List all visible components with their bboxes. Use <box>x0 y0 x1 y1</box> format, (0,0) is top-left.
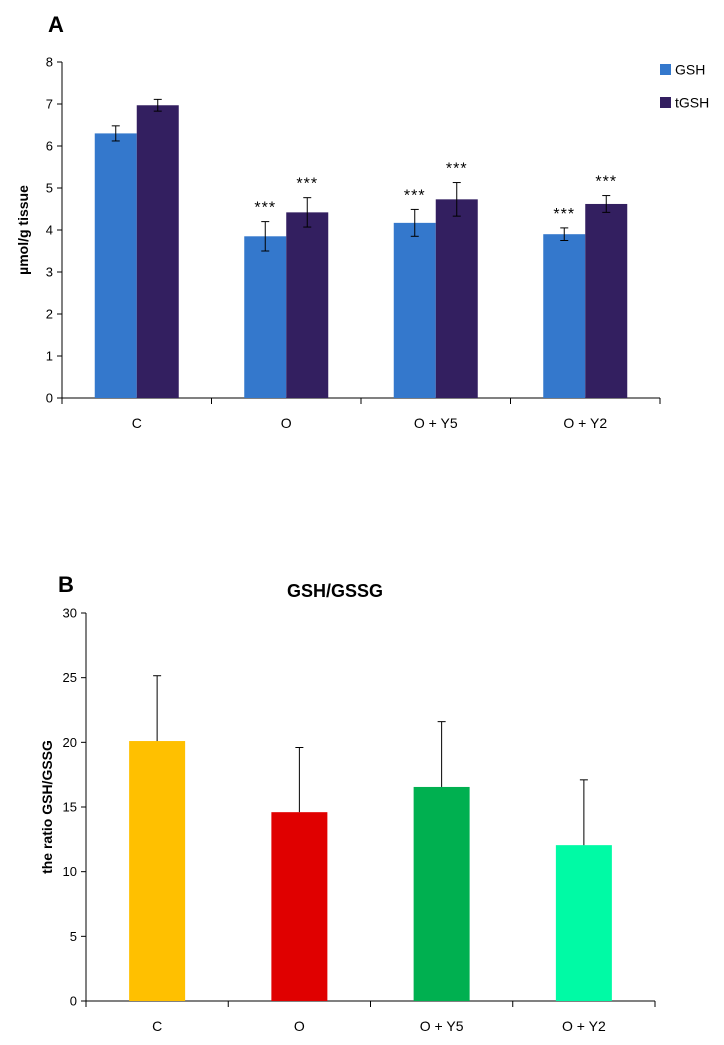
bar-o <box>271 812 328 1001</box>
error-bar-gsh-o <box>261 221 270 252</box>
error-bar-tgsh-o-y5 <box>452 182 461 217</box>
x-tick-label-o-y2: O + Y2 <box>563 415 607 431</box>
legend-swatch-tgsh <box>660 97 671 108</box>
significance-marker: *** <box>595 174 617 191</box>
y-tick-label: 30 <box>63 606 77 621</box>
bar-gsh-c <box>94 133 137 398</box>
y-tick-label: 1 <box>46 349 53 364</box>
error-bar-o-y2 <box>579 779 588 846</box>
y-tick-label: 5 <box>70 929 77 944</box>
x-tick-label-o: O <box>294 1018 305 1034</box>
y-tick-label: 2 <box>46 307 53 322</box>
y-tick-label: 0 <box>46 391 53 406</box>
error-bar-o <box>295 747 304 813</box>
y-tick-label: 20 <box>63 735 77 750</box>
significance-marker: *** <box>296 176 318 193</box>
legend-label-gsh: GSH <box>675 62 705 78</box>
y-tick-label: 5 <box>46 181 53 196</box>
y-axis-label: the ratio GSH/GSSG <box>39 740 55 874</box>
y-tick-label: 15 <box>63 800 77 815</box>
error-bar-tgsh-c <box>153 98 162 112</box>
y-axis-label: µmol/g tissue <box>15 185 31 275</box>
bar-tgsh-c <box>136 105 179 398</box>
x-tick-label-o-y5: O + Y5 <box>414 415 458 431</box>
y-tick-label: 8 <box>46 55 53 70</box>
x-tick-label-c: C <box>152 1018 162 1034</box>
bar-gsh-o-y2 <box>543 234 586 398</box>
error-bar-c <box>153 675 162 742</box>
significance-marker: *** <box>553 206 575 223</box>
bar-gsh-o <box>244 236 287 398</box>
bar-c <box>129 741 186 1001</box>
y-tick-label: 3 <box>46 265 53 280</box>
x-tick-label-o-y2: O + Y2 <box>562 1018 606 1034</box>
significance-marker: *** <box>254 200 276 217</box>
legend-label-tgsh: tGSH <box>675 95 709 111</box>
y-tick-label: 10 <box>63 864 77 879</box>
bar-tgsh-o-y2 <box>585 203 628 398</box>
bar-o-y5 <box>413 786 470 1001</box>
bar-tgsh-o <box>286 212 329 398</box>
error-bar-tgsh-o <box>303 197 312 228</box>
error-bar-gsh-o-y2 <box>560 227 569 241</box>
chart-title: GSH/GSSG <box>287 581 383 601</box>
significance-marker: *** <box>446 161 468 178</box>
significance-marker: *** <box>404 187 426 204</box>
x-tick-label-o: O <box>281 415 292 431</box>
y-tick-label: 0 <box>70 994 77 1009</box>
bar-gsh-o-y5 <box>393 222 436 398</box>
legend-swatch-gsh <box>660 64 671 75</box>
panel-b-letter: B <box>58 572 74 597</box>
y-tick-label: 6 <box>46 139 53 154</box>
error-bar-gsh-o-y5 <box>410 208 419 237</box>
y-tick-label: 7 <box>46 97 53 112</box>
panel-a-letter: A <box>48 12 64 37</box>
y-tick-label: 25 <box>63 670 77 685</box>
x-tick-label-o-y5: O + Y5 <box>420 1018 464 1034</box>
y-tick-label: 4 <box>46 223 53 238</box>
bar-tgsh-o-y5 <box>435 199 478 398</box>
bar-o-y2 <box>555 845 612 1001</box>
error-bar-gsh-c <box>111 125 120 142</box>
error-bar-tgsh-o-y2 <box>602 195 611 213</box>
x-tick-label-c: C <box>132 415 142 431</box>
chart-b: 0 5 10 15 20 25 30 C O O + Y5 O + Y2 the ratio GSH/… <box>39 581 656 1034</box>
chart-a: 0 1 2 3 4 5 6 7 8 C O O + Y5 O + Y2 µmol/g tissue *** *… <box>15 55 709 432</box>
error-bar-o-y5 <box>437 721 446 787</box>
